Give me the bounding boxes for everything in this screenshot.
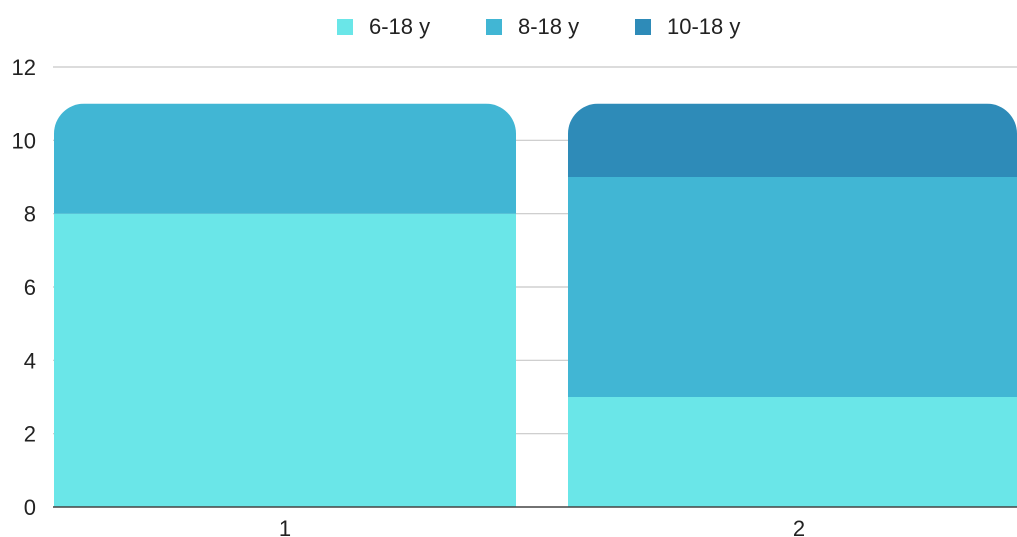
bar-segment: [568, 103, 1017, 177]
y-tick-label: 12: [12, 55, 36, 80]
bar-segment: [568, 397, 1017, 507]
y-tick-label: 8: [24, 202, 36, 227]
bar-stack: [54, 103, 516, 507]
y-tick-label: 10: [12, 128, 36, 153]
legend-swatch: [337, 19, 353, 35]
bar-segment: [54, 213, 516, 507]
bar-segment: [568, 177, 1017, 397]
legend-swatch: [486, 19, 502, 35]
legend-label: 10-18 y: [667, 14, 740, 39]
y-tick-label: 4: [24, 348, 36, 373]
y-axis-ticks: 0 2 4 6 8 10 12: [12, 55, 36, 520]
bars: [54, 103, 1017, 507]
legend-swatch: [635, 19, 651, 35]
bar-stack: [568, 103, 1017, 507]
y-tick-label: 2: [24, 422, 36, 447]
x-tick-label: 1: [279, 516, 291, 537]
x-tick-label: 2: [793, 516, 805, 537]
bar-segment: [54, 103, 516, 214]
legend: 6-18 y 8-18 y 10-18 y: [337, 14, 740, 39]
legend-label: 8-18 y: [518, 14, 579, 39]
y-tick-label: 6: [24, 275, 36, 300]
legend-label: 6-18 y: [369, 14, 430, 39]
y-tick-label: 0: [24, 495, 36, 520]
